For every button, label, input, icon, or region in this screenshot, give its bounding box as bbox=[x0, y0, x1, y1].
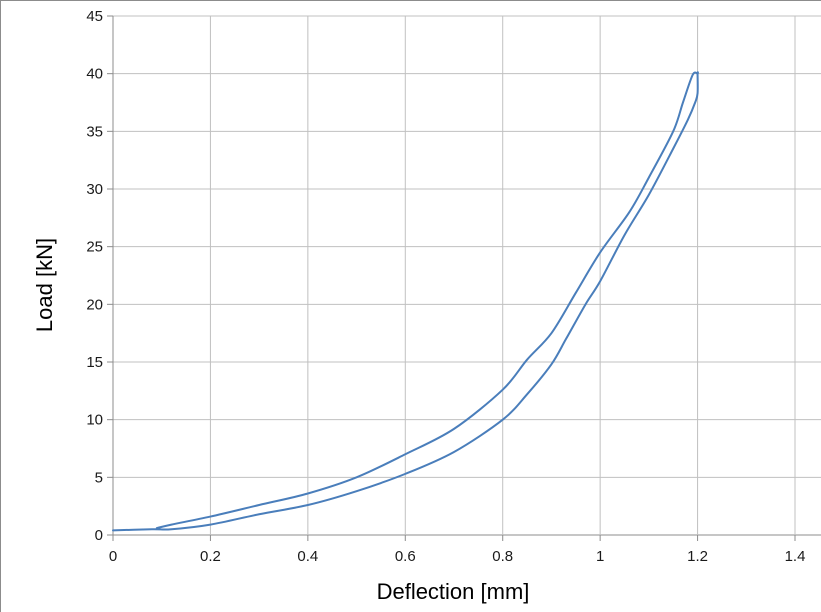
y-tick-label: 30 bbox=[86, 181, 103, 198]
x-tick-label: 1 bbox=[596, 548, 604, 565]
x-tick-label: 1.2 bbox=[687, 548, 708, 565]
y-tick-label: 35 bbox=[86, 123, 103, 140]
x-tick-label: 0.8 bbox=[492, 548, 513, 565]
y-tick-label: 25 bbox=[86, 239, 103, 256]
x-tick-label: 0.2 bbox=[200, 548, 221, 565]
y-tick-label: 40 bbox=[86, 66, 103, 83]
y-tick-label: 0 bbox=[95, 527, 103, 544]
y-tick-label: 10 bbox=[86, 412, 103, 429]
x-tick-labels: 0 0.2 0.4 0.6 0.8 1 1.2 1.4 bbox=[109, 548, 806, 565]
y-gridlines bbox=[107, 15, 821, 536]
y-tick-label: 20 bbox=[86, 296, 103, 313]
x-tick-label: 1.4 bbox=[785, 548, 806, 565]
x-gridlines bbox=[112, 16, 796, 541]
y-tick-label: 5 bbox=[95, 469, 103, 486]
series-line bbox=[112, 71, 699, 532]
x-tick-label: 0 bbox=[109, 548, 117, 565]
series-group bbox=[112, 71, 699, 532]
y-axis-title: Load [kN] bbox=[32, 238, 57, 332]
y-tick-label: 45 bbox=[86, 8, 103, 25]
x-tick-label: 0.4 bbox=[297, 548, 318, 565]
x-axis-title: Deflection [mm] bbox=[377, 579, 530, 604]
y-tick-label: 15 bbox=[86, 354, 103, 371]
x-tick-label: 0.6 bbox=[395, 548, 416, 565]
y-tick-labels: 0 5 10 15 20 25 30 35 40 45 bbox=[86, 8, 103, 544]
